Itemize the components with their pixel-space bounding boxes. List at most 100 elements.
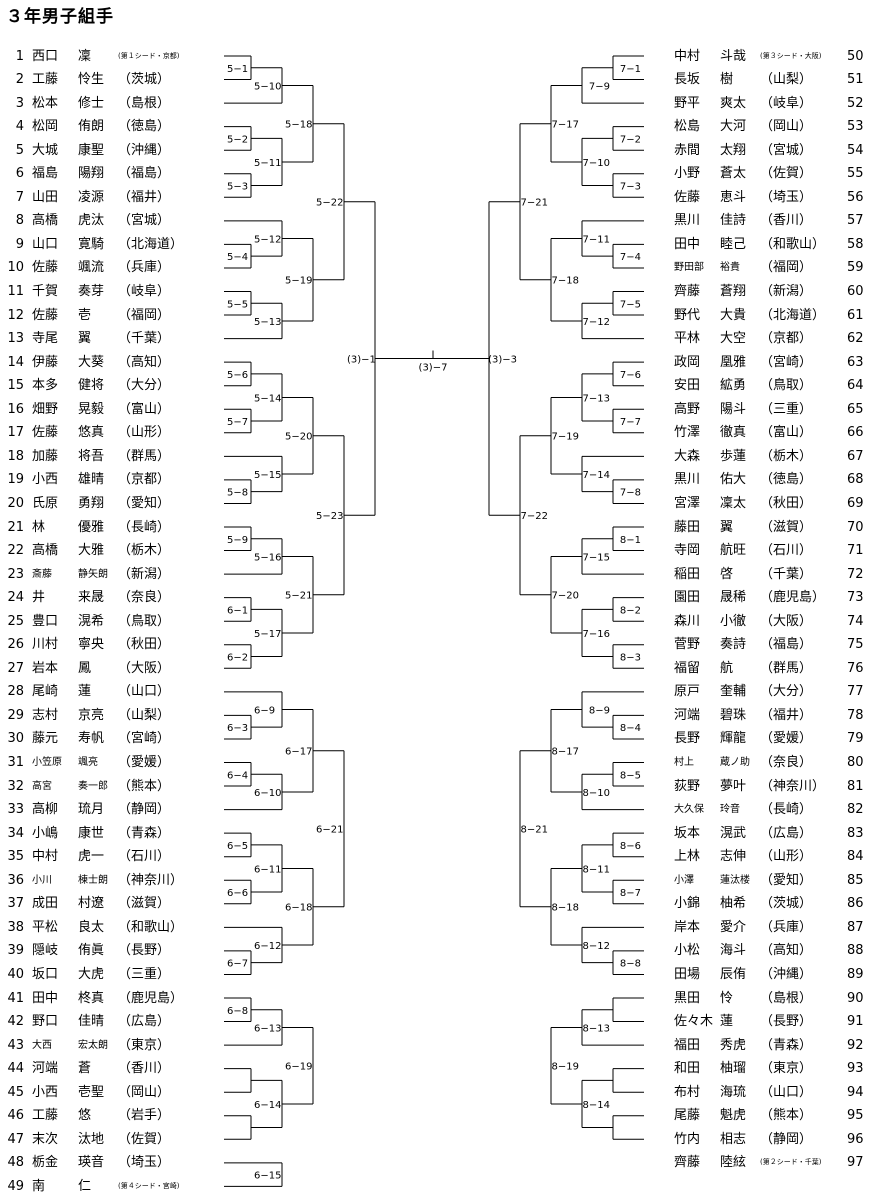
player-number: 80 <box>847 755 864 770</box>
match-label: 7−20 <box>552 591 579 602</box>
player-given-name: 虎汰 <box>78 213 105 229</box>
player-entry: 岸本 愛介 （兵庫） 87 <box>670 916 875 939</box>
player-given-name: 輝龍 <box>720 731 747 747</box>
player-affiliation: （岩手） <box>118 1108 171 1124</box>
player-family-name: 藤元 <box>32 731 59 747</box>
player-number: 28 <box>7 684 24 700</box>
player-entry: 46 工藤 悠 （岩手） <box>0 1104 210 1127</box>
player-given-name: 修士 <box>78 95 105 111</box>
player-family-name: 小錦 <box>674 896 701 912</box>
match-label: 5−8 <box>227 488 248 499</box>
player-affiliation: （鳥取） <box>760 378 813 394</box>
match-label: (3)−7 <box>419 362 448 373</box>
match-label: 5−4 <box>227 252 248 263</box>
match-label: 5−10 <box>254 81 281 92</box>
player-entry: 松島 大河 （岡山） 53 <box>670 115 875 138</box>
player-entry: 35 中村 虎一 （石川） <box>0 845 210 868</box>
player-family-name: 末次 <box>32 1131 59 1147</box>
player-family-name: 成田 <box>32 896 59 912</box>
player-family-name: 加藤 <box>32 448 59 464</box>
player-given-name: 来晟 <box>78 590 105 606</box>
match-label: 7−7 <box>620 417 641 428</box>
player-number: 5 <box>15 142 24 158</box>
player-entry: 上林 志伸 （山形） 84 <box>670 845 875 868</box>
player-number: 95 <box>847 1108 864 1124</box>
player-affiliation: （神奈川） <box>760 778 826 794</box>
player-number: 11 <box>7 284 24 299</box>
player-affiliation: （長野） <box>760 1014 813 1030</box>
player-given-name: 爽太 <box>720 95 747 111</box>
player-family-name: 坂口 <box>32 966 59 982</box>
player-entry: 12 佐藤 壱 （福岡） <box>0 304 210 327</box>
player-number: 32 <box>7 778 24 794</box>
player-family-name: 森川 <box>674 613 701 629</box>
match-label: 7−13 <box>583 393 610 404</box>
player-number: 46 <box>7 1108 24 1124</box>
player-number: 78 <box>847 707 864 723</box>
match-label: 5−19 <box>285 276 312 287</box>
player-number: 45 <box>7 1084 24 1100</box>
player-given-name: 奏芽 <box>78 284 105 299</box>
player-number: 29 <box>7 707 24 723</box>
player-given-name: 佳詩 <box>720 213 747 229</box>
player-number: 49 <box>7 1178 24 1194</box>
player-family-name: 林 <box>32 519 46 535</box>
player-entry: 田場 辰侑 （沖縄） 89 <box>670 963 875 986</box>
player-entry: 15 本多 健将 （大分） <box>0 374 210 397</box>
match-label: 8−13 <box>583 1023 610 1034</box>
player-affiliation: （秋田） <box>760 495 813 511</box>
player-affiliation: （青森） <box>118 825 171 841</box>
player-affiliation: （徳島） <box>118 119 171 135</box>
player-given-name: 海斗 <box>720 943 747 959</box>
match-label: 5−22 <box>316 198 343 209</box>
player-entry: 福留 航 （群馬） 76 <box>670 657 875 680</box>
player-entry: 藤田 翼 （滋賀） 70 <box>670 516 875 539</box>
player-entry: 3 松本 修士 （島根） <box>0 92 210 115</box>
player-given-name: 相志 <box>720 1131 747 1147</box>
player-family-name: 寺岡 <box>674 543 701 559</box>
player-number: 51 <box>847 72 864 88</box>
player-number: 89 <box>847 966 864 982</box>
player-entry: 黒川 佳詩 （香川） 57 <box>670 209 875 232</box>
player-given-name: 悠 <box>78 1108 92 1124</box>
player-family-name: 高宮 <box>32 780 52 792</box>
player-family-name: 田中 <box>32 990 59 1006</box>
player-affiliation: （福井） <box>760 707 813 723</box>
player-given-name: 碧珠 <box>720 707 747 723</box>
player-number: 97 <box>847 1155 864 1171</box>
player-number: 71 <box>847 543 864 559</box>
player-affiliation: （秋田） <box>118 637 171 653</box>
player-given-name: 村遼 <box>78 896 105 912</box>
player-affiliation: （佐賀） <box>760 166 813 182</box>
player-family-name: 佐藤 <box>32 425 59 441</box>
player-affiliation: （福井） <box>118 189 171 205</box>
player-number: 68 <box>847 472 864 488</box>
player-family-name: 福島 <box>32 166 59 182</box>
player-number: 16 <box>7 401 24 417</box>
player-affiliation: （富山） <box>118 401 171 417</box>
player-number: 34 <box>7 825 24 841</box>
match-label: 7−4 <box>620 252 641 263</box>
player-affiliation: （香川） <box>760 213 813 229</box>
player-affiliation: （広島） <box>118 1014 171 1030</box>
player-affiliation: （滋賀） <box>760 519 813 535</box>
player-given-name: 汰地 <box>78 1131 105 1147</box>
player-entry: 野平 爽太 （岐阜） 52 <box>670 92 875 115</box>
player-family-name: 上林 <box>674 849 701 865</box>
player-entry: 和田 柚瑠 （東京） 93 <box>670 1057 875 1080</box>
player-entry: 38 平松 良太 （和歌山） <box>0 916 210 939</box>
player-entry: 48 栃金 瑛音 （埼玉） <box>0 1151 210 1174</box>
match-label: 7−19 <box>552 432 579 443</box>
match-label: 8−11 <box>583 864 610 875</box>
player-given-name: 晟稀 <box>720 590 747 606</box>
player-family-name: 高橋 <box>32 213 59 229</box>
player-number: 35 <box>7 849 24 865</box>
player-entry: 24 井 来晟 （奈良） <box>0 586 210 609</box>
player-given-name: 航旺 <box>720 543 747 559</box>
player-number: 12 <box>7 307 24 323</box>
player-family-name: 小松 <box>674 943 701 959</box>
player-number: 43 <box>7 1037 24 1053</box>
match-label: 5−7 <box>227 417 248 428</box>
player-number: 86 <box>847 896 864 912</box>
